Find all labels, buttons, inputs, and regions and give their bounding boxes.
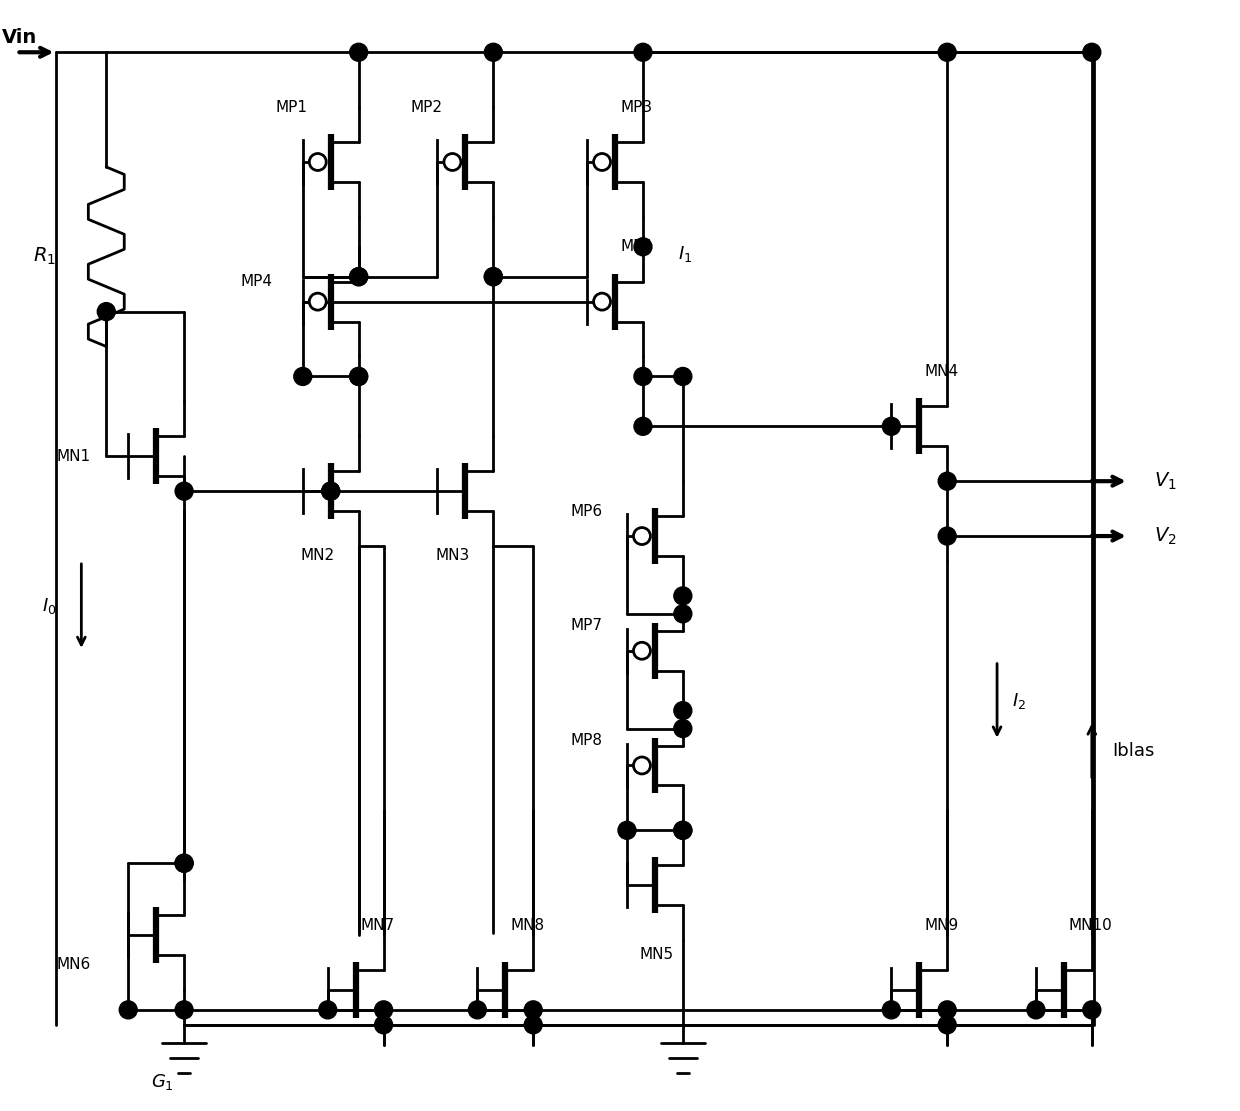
Text: MN1: MN1: [56, 449, 91, 463]
Circle shape: [350, 268, 367, 286]
Text: $I_1$: $I_1$: [678, 244, 692, 264]
Text: MP4: MP4: [241, 274, 273, 289]
Circle shape: [97, 302, 115, 321]
Text: MN10: MN10: [1069, 918, 1112, 932]
Text: MN7: MN7: [361, 918, 394, 932]
Circle shape: [673, 821, 692, 839]
Circle shape: [525, 1015, 542, 1034]
Circle shape: [594, 153, 610, 170]
Circle shape: [634, 757, 651, 774]
Text: $G_1$: $G_1$: [151, 1072, 174, 1092]
Circle shape: [883, 418, 900, 436]
Text: MN9: MN9: [924, 918, 959, 932]
Circle shape: [525, 1001, 542, 1019]
Circle shape: [309, 153, 326, 170]
Text: MN2: MN2: [301, 549, 335, 563]
Circle shape: [939, 43, 956, 61]
Circle shape: [374, 1015, 393, 1034]
Text: MP7: MP7: [570, 619, 603, 633]
Circle shape: [594, 293, 610, 310]
Circle shape: [618, 821, 636, 839]
Circle shape: [175, 854, 193, 872]
Circle shape: [319, 1001, 337, 1019]
Circle shape: [634, 238, 652, 256]
Circle shape: [350, 368, 367, 386]
Circle shape: [1027, 1001, 1045, 1019]
Circle shape: [119, 1001, 138, 1019]
Circle shape: [321, 482, 340, 500]
Circle shape: [634, 43, 652, 61]
Text: MN6: MN6: [56, 958, 91, 972]
Text: Iblas: Iblas: [1112, 741, 1154, 760]
Text: MP2: MP2: [410, 100, 443, 114]
Circle shape: [673, 587, 692, 604]
Circle shape: [374, 1001, 393, 1019]
Circle shape: [350, 43, 367, 61]
Circle shape: [673, 720, 692, 738]
Text: $I_2$: $I_2$: [1012, 691, 1025, 711]
Circle shape: [1083, 1001, 1101, 1019]
Circle shape: [939, 1001, 956, 1019]
Text: MP1: MP1: [275, 100, 308, 114]
Text: MN5: MN5: [640, 948, 675, 962]
Circle shape: [309, 293, 326, 310]
Circle shape: [485, 268, 502, 286]
Text: MP5: MP5: [620, 239, 652, 254]
Text: $V_1$: $V_1$: [1153, 471, 1177, 492]
Circle shape: [673, 604, 692, 623]
Circle shape: [634, 528, 651, 544]
Circle shape: [634, 642, 651, 659]
Circle shape: [883, 1001, 900, 1019]
Circle shape: [444, 153, 461, 170]
Circle shape: [321, 482, 340, 500]
Text: $V_2$: $V_2$: [1153, 526, 1177, 547]
Text: MP3: MP3: [620, 100, 652, 114]
Circle shape: [939, 1015, 956, 1034]
Text: $R_1$: $R_1$: [33, 247, 56, 268]
Circle shape: [469, 1001, 486, 1019]
Circle shape: [350, 368, 367, 386]
Text: MN3: MN3: [435, 549, 470, 563]
Text: MP6: MP6: [570, 503, 603, 519]
Circle shape: [673, 821, 692, 839]
Circle shape: [939, 527, 956, 546]
Text: MP8: MP8: [570, 733, 603, 748]
Circle shape: [485, 43, 502, 61]
Text: MN8: MN8: [511, 918, 544, 932]
Text: MN4: MN4: [924, 364, 959, 379]
Circle shape: [634, 368, 652, 386]
Circle shape: [1083, 43, 1101, 61]
Circle shape: [175, 1001, 193, 1019]
Circle shape: [175, 854, 193, 872]
Circle shape: [634, 418, 652, 436]
Circle shape: [485, 268, 502, 286]
Circle shape: [939, 472, 956, 490]
Text: Vin: Vin: [1, 28, 37, 48]
Circle shape: [294, 368, 311, 386]
Circle shape: [350, 268, 367, 286]
Text: $I_0$: $I_0$: [42, 595, 56, 615]
Circle shape: [673, 702, 692, 720]
Circle shape: [673, 368, 692, 386]
Circle shape: [175, 482, 193, 500]
